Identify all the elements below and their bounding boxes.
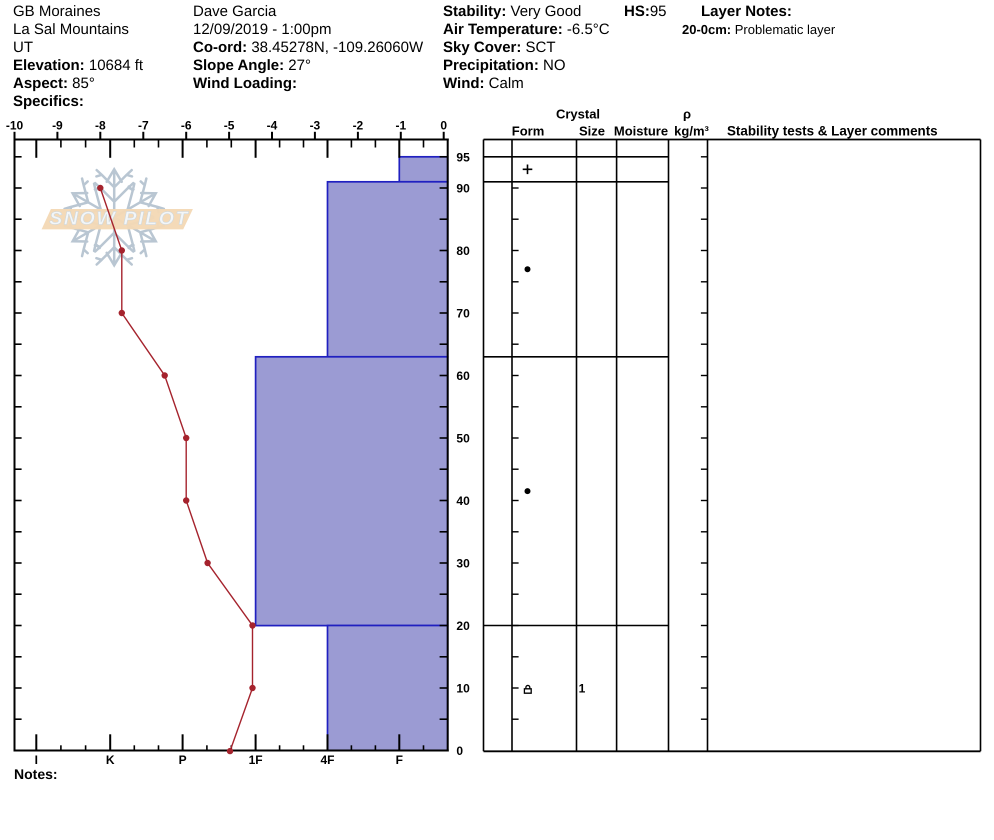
svg-text:P: P (179, 753, 187, 767)
svg-text:-1: -1 (395, 119, 406, 133)
svg-text:Form: Form (512, 124, 545, 139)
svg-text:1F: 1F (249, 753, 263, 767)
svg-text:0: 0 (456, 744, 463, 758)
svg-text:80: 80 (456, 244, 470, 258)
svg-text:50: 50 (456, 432, 470, 446)
svg-text:90: 90 (456, 182, 470, 196)
svg-text:95: 95 (456, 150, 470, 164)
svg-text:F: F (396, 753, 403, 767)
svg-text:-10: -10 (6, 119, 24, 133)
svg-text:K: K (106, 753, 115, 767)
svg-text:I: I (35, 753, 38, 767)
svg-text:Size: Size (579, 124, 605, 139)
svg-text:kg/m³: kg/m³ (674, 124, 709, 139)
svg-text:SNOW PILOT: SNOW PILOT (49, 208, 189, 228)
svg-text:70: 70 (456, 307, 470, 321)
svg-text:60: 60 (456, 369, 470, 383)
svg-text:1: 1 (579, 681, 586, 695)
svg-text:0: 0 (440, 119, 447, 133)
svg-text:-5: -5 (224, 119, 235, 133)
svg-text:-7: -7 (138, 119, 149, 133)
svg-text:4F: 4F (320, 753, 334, 767)
svg-text:Moisture: Moisture (614, 124, 668, 139)
svg-text:-9: -9 (52, 119, 63, 133)
svg-text:Stability tests & Layer commen: Stability tests & Layer comments (727, 124, 938, 139)
svg-text:30: 30 (456, 557, 470, 571)
svg-text:-4: -4 (267, 119, 278, 133)
svg-text:-6: -6 (181, 119, 192, 133)
svg-text:20: 20 (456, 619, 470, 633)
svg-text:-2: -2 (353, 119, 364, 133)
svg-text:10: 10 (456, 682, 470, 696)
svg-text:-8: -8 (95, 119, 106, 133)
svg-text:40: 40 (456, 494, 470, 508)
svg-text:-3: -3 (310, 119, 321, 133)
svg-text:ρ: ρ (683, 107, 691, 122)
svg-text:Crystal: Crystal (556, 107, 600, 122)
